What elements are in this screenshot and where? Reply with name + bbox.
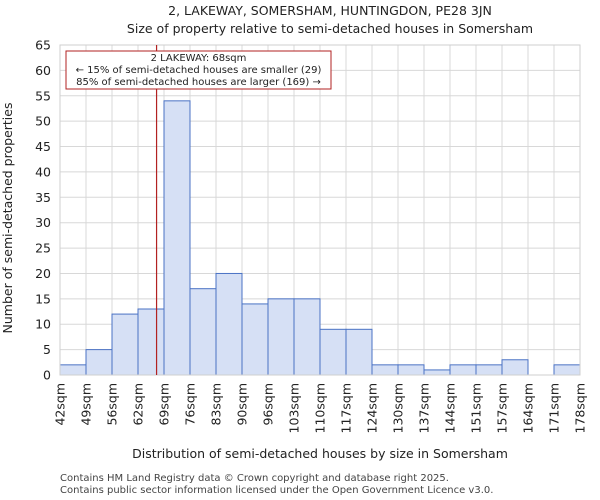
annotation-line: 85% of semi-detached houses are larger (… bbox=[76, 77, 321, 88]
x-tick-label: 151sqm bbox=[469, 383, 484, 433]
y-tick-label: 55 bbox=[35, 88, 51, 103]
y-tick-label: 15 bbox=[35, 291, 51, 306]
x-tick-label: 90sqm bbox=[235, 383, 250, 426]
y-tick-label: 65 bbox=[35, 38, 51, 53]
y-tick-label: 35 bbox=[35, 190, 51, 205]
chart-subtitle: Size of property relative to semi-detach… bbox=[127, 21, 533, 36]
x-tick-label: 69sqm bbox=[157, 383, 172, 426]
x-tick-label: 83sqm bbox=[209, 383, 224, 426]
x-tick-label: 56sqm bbox=[105, 383, 120, 426]
annotation-line: ← 15% of semi-detached houses are smalle… bbox=[76, 65, 322, 76]
histogram-bar bbox=[241, 303, 269, 376]
footer-copyright: Contains HM Land Registry data © Crown c… bbox=[60, 473, 449, 484]
x-tick-label: 117sqm bbox=[339, 383, 354, 433]
y-tick-label: 0 bbox=[43, 368, 51, 383]
x-axis-label: Distribution of semi-detached houses by … bbox=[132, 446, 508, 461]
histogram-bar bbox=[345, 328, 373, 376]
chart-title: 2, LAKEWAY, SOMERSHAM, HUNTINGDON, PE28 … bbox=[168, 3, 492, 18]
histogram-bar bbox=[267, 298, 295, 376]
y-tick-label: 50 bbox=[35, 114, 51, 129]
x-tick-label: 164sqm bbox=[521, 383, 536, 433]
x-tick-label: 42sqm bbox=[53, 383, 68, 426]
x-tick-label: 130sqm bbox=[391, 383, 406, 433]
histogram-bar bbox=[475, 364, 503, 376]
y-tick-label: 30 bbox=[35, 215, 51, 230]
x-tick-label: 137sqm bbox=[417, 383, 432, 433]
x-tick-label: 124sqm bbox=[365, 383, 380, 433]
annotation-line: 2 LAKEWAY: 68sqm bbox=[151, 53, 247, 64]
histogram-bar bbox=[319, 328, 347, 376]
histogram-bar bbox=[423, 369, 451, 376]
x-tick-label: 178sqm bbox=[573, 383, 588, 433]
y-tick-label: 10 bbox=[35, 317, 51, 332]
histogram-bar bbox=[163, 100, 191, 376]
x-axis-ticks: 42sqm 49sqm 56sqm 62sqm 69sqm 76sqm 83sqm 90sqm… bbox=[53, 383, 588, 433]
x-tick-label: 157sqm bbox=[495, 383, 510, 433]
property-annotation: 2 LAKEWAY: 68sqm ← 15% of semi-detached … bbox=[65, 50, 332, 90]
bars bbox=[59, 100, 581, 376]
y-tick-label: 25 bbox=[35, 241, 51, 256]
histogram-bar bbox=[111, 313, 139, 376]
x-tick-label: 76sqm bbox=[183, 383, 198, 426]
x-tick-label: 49sqm bbox=[79, 383, 94, 426]
y-tick-label: 60 bbox=[35, 63, 51, 78]
x-tick-label: 144sqm bbox=[443, 383, 458, 433]
y-axis-ticks: 0 5 10 15 20 25 30 35 40 45 50 55 60 65 bbox=[35, 38, 51, 383]
x-tick-label: 62sqm bbox=[131, 383, 146, 426]
y-tick-label: 40 bbox=[35, 164, 51, 179]
histogram-bar bbox=[449, 364, 477, 376]
histogram-bar bbox=[293, 298, 321, 376]
histogram-bar bbox=[59, 364, 87, 376]
histogram-bar bbox=[137, 308, 165, 376]
histogram-bar bbox=[371, 364, 399, 376]
x-tick-label: 110sqm bbox=[313, 383, 328, 433]
y-axis-label: Number of semi-detached properties bbox=[0, 103, 15, 334]
y-tick-label: 5 bbox=[43, 342, 51, 357]
plot-frame bbox=[59, 44, 581, 376]
x-tick-label: 171sqm bbox=[547, 383, 562, 433]
y-tick-label: 20 bbox=[35, 266, 51, 281]
histogram-bar bbox=[189, 288, 217, 376]
annotation-box bbox=[65, 50, 332, 90]
x-tick-label: 103sqm bbox=[287, 383, 302, 433]
footer-licence: Contains public sector information licen… bbox=[60, 485, 493, 496]
x-tick-label: 96sqm bbox=[261, 383, 276, 426]
histogram-bar bbox=[553, 364, 581, 376]
histogram-bar bbox=[501, 359, 529, 376]
histogram-bar bbox=[85, 349, 113, 376]
histogram-bar bbox=[215, 272, 243, 376]
histogram-bar bbox=[397, 364, 425, 376]
y-tick-label: 45 bbox=[35, 139, 51, 154]
